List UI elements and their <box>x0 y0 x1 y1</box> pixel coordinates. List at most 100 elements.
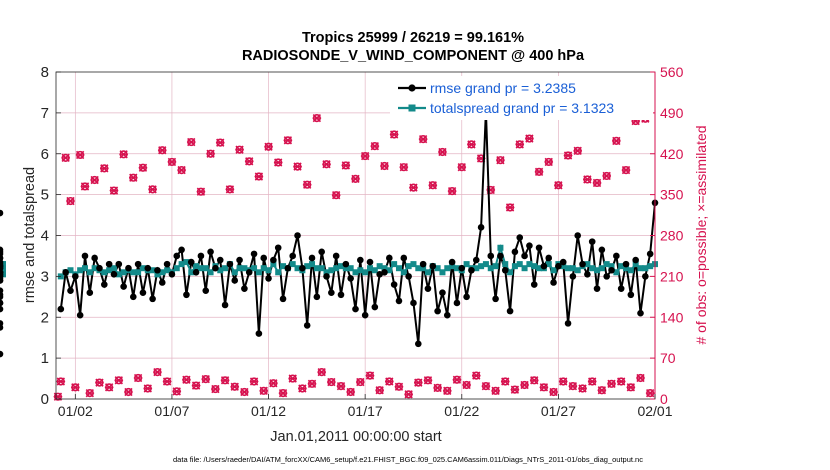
rmse-point <box>613 252 620 260</box>
rmse-point <box>361 311 369 319</box>
obs-assimilated-marker <box>148 185 157 194</box>
totalspread-point <box>560 263 567 270</box>
y-tick-label: 3 <box>41 268 49 285</box>
totalspread-point <box>352 269 359 276</box>
totalspread-point <box>608 263 615 270</box>
obs-assimilated-marker <box>471 371 481 380</box>
obs-assimilated-marker <box>172 387 182 396</box>
totalspread-point <box>275 269 282 276</box>
rmse-point <box>545 254 553 262</box>
totalspread-point <box>202 265 209 272</box>
rmse-point <box>405 273 412 280</box>
legend: rmse grand pr = 3.2385 totalspread grand… <box>390 76 653 120</box>
obs-assimilated-marker <box>375 386 384 395</box>
totalspread-point <box>217 267 224 274</box>
obs-assimilated-marker <box>196 187 206 196</box>
totalspread-point <box>594 267 601 274</box>
totalspread-point <box>135 269 142 276</box>
obs-assimilated-marker <box>442 386 452 395</box>
totalspread-point <box>473 265 480 272</box>
obs-assimilated-marker <box>71 383 80 392</box>
rmse-point <box>535 244 543 252</box>
totalspread-point <box>415 265 422 272</box>
rmse-point <box>202 287 210 294</box>
rmse-point <box>294 232 301 239</box>
y-tick-label: 4 <box>41 228 49 245</box>
rmse-point <box>0 299 4 307</box>
rmse-point <box>366 258 374 266</box>
totalspread-point <box>453 265 460 272</box>
totalspread-point <box>376 263 383 270</box>
totalspread-point <box>139 265 146 272</box>
obs-assimilated-marker <box>447 186 457 196</box>
totalspread-point <box>236 265 243 272</box>
totalspread-point <box>328 267 335 274</box>
rmse-point <box>255 330 263 337</box>
obs-assimilated-marker <box>75 150 85 160</box>
obs-assimilated-marker <box>331 191 341 200</box>
rmse-point <box>260 254 268 262</box>
rmse-point <box>192 268 200 276</box>
obs-assimilated-marker <box>636 373 645 383</box>
obs-assimilated-marker <box>360 151 370 161</box>
rmse-point <box>86 289 94 297</box>
obs-assimilated-marker <box>520 380 529 390</box>
totalspread-point <box>405 263 412 270</box>
obs-assimilated-marker <box>61 153 70 163</box>
totalspread-point <box>371 267 378 274</box>
totalspread-point <box>338 263 345 270</box>
rmse-point <box>144 264 152 272</box>
obs-assimilated-marker <box>167 157 177 167</box>
obs-assimilated-marker <box>269 379 278 388</box>
totalspread-point <box>550 267 557 274</box>
rmse-point <box>574 232 582 239</box>
totalspread-point <box>439 269 446 276</box>
obs-assimilated-marker <box>177 165 186 175</box>
obs-assimilated-marker <box>418 134 428 144</box>
totalspread-point <box>106 267 113 274</box>
obs-assimilated-marker <box>283 136 293 145</box>
obs-assimilated-marker <box>201 374 211 384</box>
rmse-point <box>236 256 243 264</box>
rmse-point <box>0 209 4 217</box>
rmse-point <box>526 242 533 250</box>
rmse-point <box>637 309 644 317</box>
rmse-point <box>400 254 408 262</box>
obs-assimilated-marker <box>66 196 75 206</box>
obs-assimilated-marker <box>220 376 230 385</box>
totalspread-point <box>164 267 171 274</box>
rmse-point <box>207 248 214 256</box>
rmse-point <box>646 250 654 258</box>
obs-assimilated-marker <box>56 377 66 386</box>
rmse-point <box>608 266 615 274</box>
obs-assimilated-marker <box>278 388 288 398</box>
obs-assimilated-marker <box>481 381 491 391</box>
rmse-point <box>163 260 171 268</box>
rmse-point <box>627 291 635 299</box>
obs-assimilated-marker <box>182 375 191 384</box>
obs-assimilated-marker <box>529 376 539 385</box>
y2-tick-label: 420 <box>660 146 684 162</box>
totalspread-point <box>81 265 88 272</box>
rmse-point <box>381 268 388 276</box>
obs-assimilated-marker <box>322 160 331 169</box>
obs-assimilated-marker <box>578 384 587 393</box>
totalspread-point <box>565 265 572 272</box>
obs-assimilated-marker <box>626 383 636 392</box>
totalspread-point <box>77 267 84 274</box>
totalspread-point <box>463 261 470 268</box>
obs-assimilated-marker <box>254 172 264 181</box>
right-axis-ticks: 0 70 140 210 280 350 420 490 560 <box>650 64 684 407</box>
totalspread-point <box>309 261 316 268</box>
rmse-point <box>250 250 258 258</box>
obs-assimilated-marker <box>534 167 544 177</box>
y-tick-label: 8 <box>41 64 49 81</box>
totalspread-point <box>110 265 117 272</box>
totalspread-point <box>280 263 287 270</box>
obs-assimilated-marker <box>211 384 220 394</box>
rmse-point <box>448 258 456 266</box>
obs-assimilated-marker <box>467 140 476 149</box>
x-tick-label: 01/02 <box>58 403 93 419</box>
totalspread-point <box>497 244 504 251</box>
